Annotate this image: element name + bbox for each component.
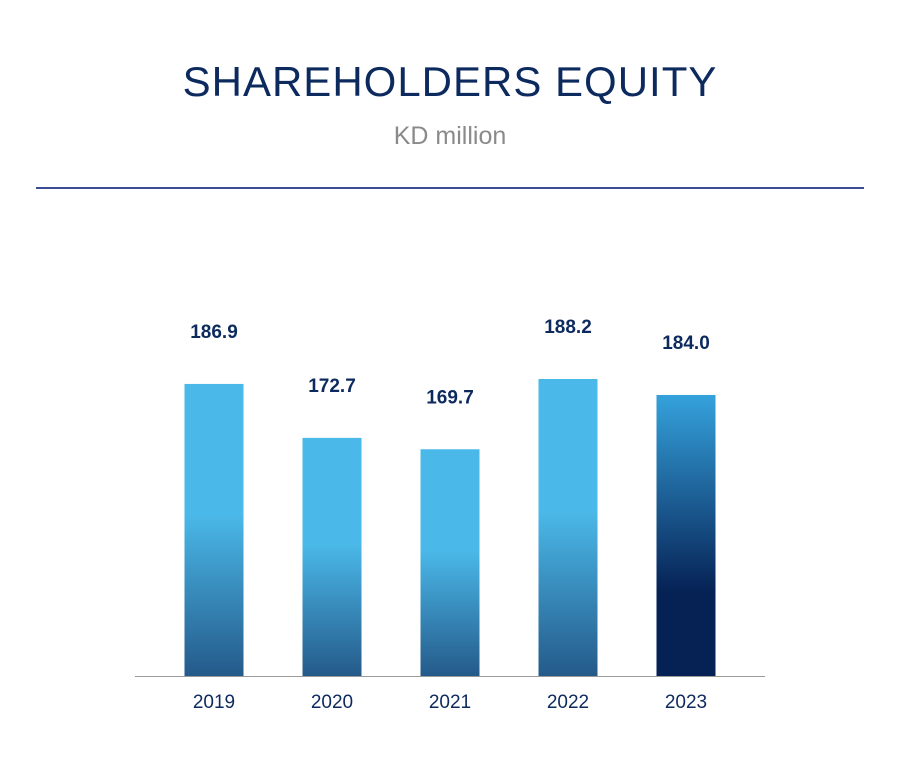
x-axis-tick-labels: 2019 2020 2021 2022 2023 [193, 692, 707, 713]
bar-2021 [420, 449, 480, 676]
value-label-2023: 184.0 [662, 333, 710, 354]
bars-group [184, 379, 716, 676]
chart-subtitle: KD million [393, 122, 507, 150]
value-labels-group: 186.9 172.7 169.7 188.2 184.0 [190, 317, 710, 408]
value-label-2021: 169.7 [426, 387, 474, 408]
title-divider [36, 187, 864, 189]
tick-label-2022: 2022 [547, 692, 589, 713]
tick-label-2023: 2023 [665, 692, 707, 713]
bar-2019 [184, 383, 244, 676]
bar-2023 [656, 394, 716, 676]
chart-title: SHAREHOLDERS EQUITY [182, 58, 718, 105]
bar-2022 [538, 379, 598, 676]
tick-label-2021: 2021 [429, 692, 471, 713]
tick-label-2020: 2020 [311, 692, 353, 713]
value-label-2019: 186.9 [190, 322, 238, 343]
value-label-2022: 188.2 [544, 317, 592, 338]
tick-label-2019: 2019 [193, 692, 235, 713]
bar-2020 [302, 437, 362, 676]
value-label-2020: 172.7 [308, 376, 356, 397]
